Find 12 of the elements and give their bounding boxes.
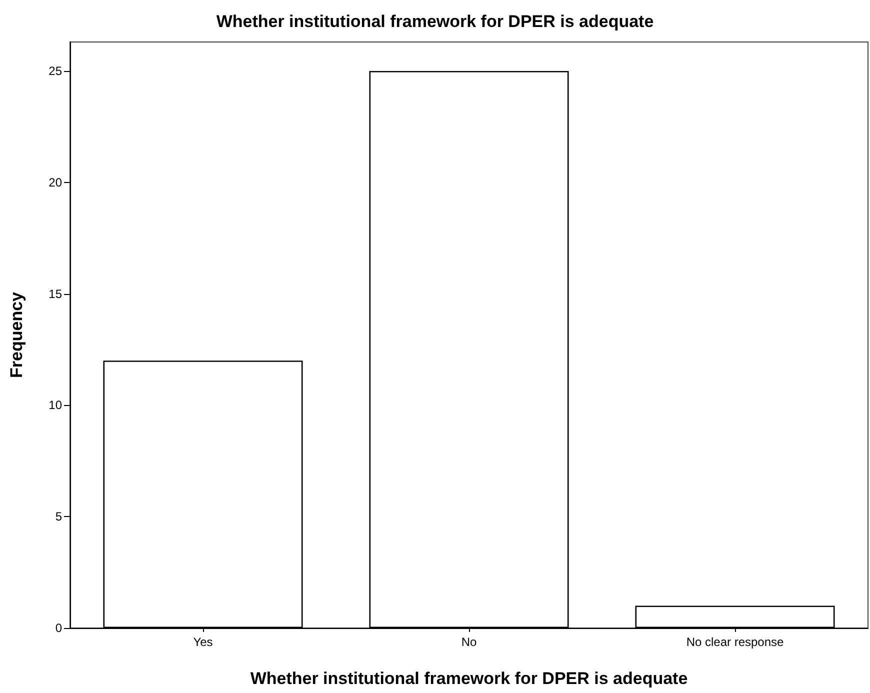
y-tick-label: 0 xyxy=(55,621,62,635)
y-tick-label: 15 xyxy=(48,286,62,301)
chart-title: Whether institutional framework for DPER is adequate xyxy=(216,12,654,31)
y-tick-label: 20 xyxy=(48,175,62,190)
x-tick-label: No xyxy=(461,635,477,649)
x-axis-title: Whether institutional framework for DPER is adequate xyxy=(250,669,688,688)
x-tick-label: Yes xyxy=(193,635,213,649)
y-tick-label: 25 xyxy=(48,64,62,78)
y-tick-label: 5 xyxy=(55,510,62,524)
x-tick-label: No clear response xyxy=(686,635,784,649)
y-tick-label: 10 xyxy=(48,398,62,412)
y-axis-title: Frequency xyxy=(7,291,26,378)
